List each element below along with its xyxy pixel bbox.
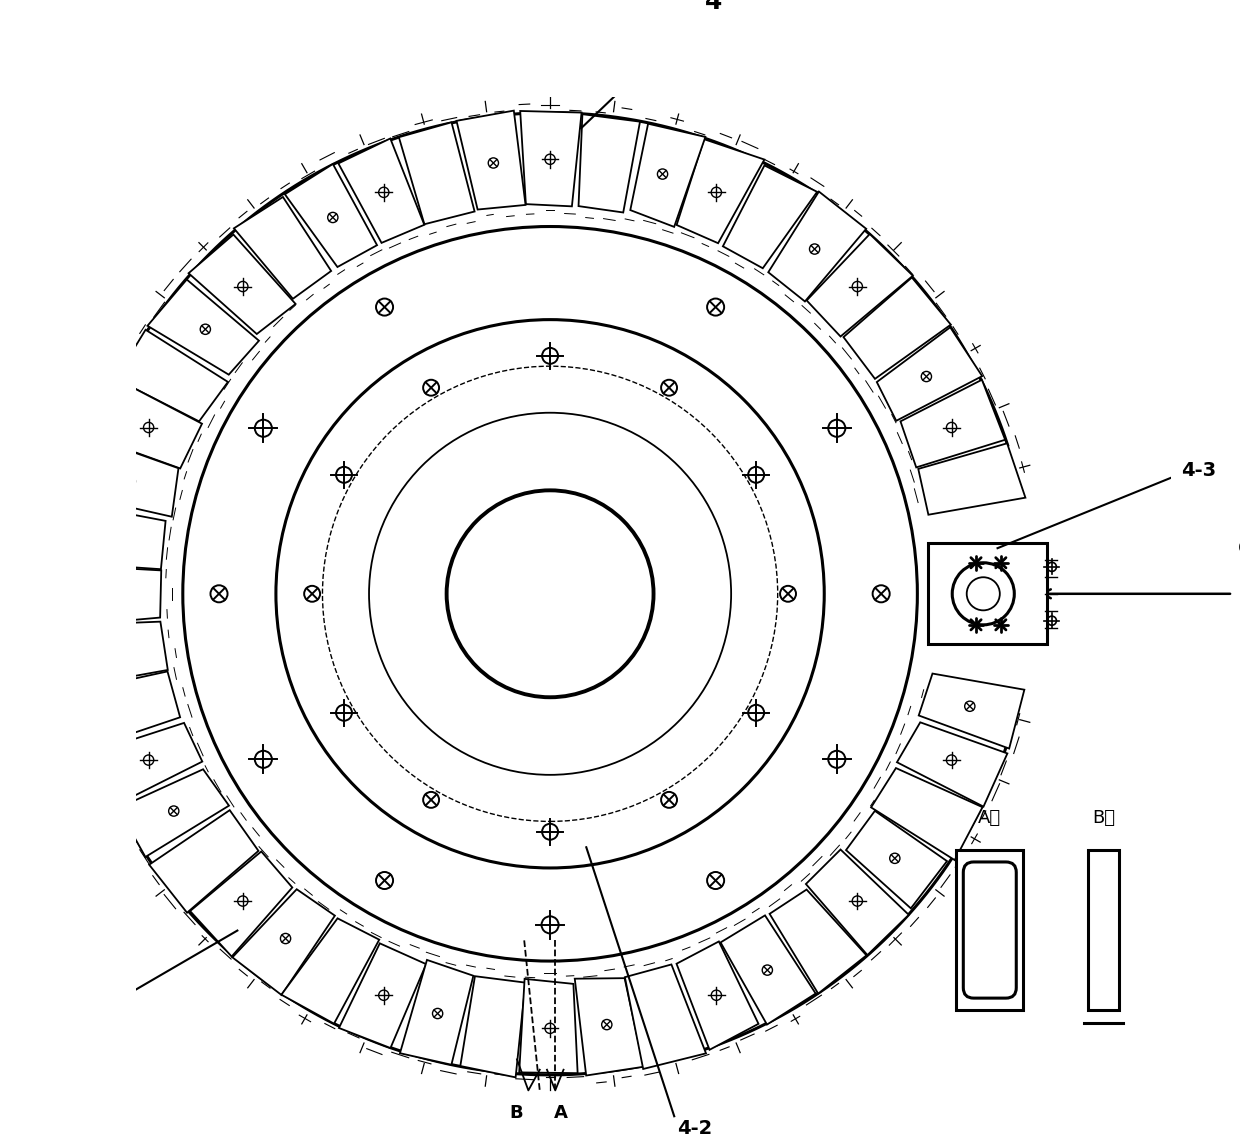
Polygon shape bbox=[630, 123, 706, 226]
Polygon shape bbox=[339, 943, 427, 1048]
Polygon shape bbox=[95, 722, 202, 804]
Polygon shape bbox=[900, 379, 1006, 467]
Polygon shape bbox=[78, 439, 179, 517]
Polygon shape bbox=[399, 122, 475, 224]
Polygon shape bbox=[843, 278, 951, 378]
Polygon shape bbox=[72, 622, 167, 687]
Polygon shape bbox=[677, 139, 764, 243]
Polygon shape bbox=[115, 330, 228, 422]
Polygon shape bbox=[69, 566, 161, 625]
Polygon shape bbox=[625, 965, 706, 1069]
Polygon shape bbox=[846, 810, 947, 909]
Bar bbox=[956, 850, 1023, 1010]
Polygon shape bbox=[769, 192, 867, 302]
Polygon shape bbox=[677, 942, 759, 1049]
Polygon shape bbox=[897, 722, 1007, 807]
Polygon shape bbox=[401, 960, 474, 1065]
Polygon shape bbox=[919, 443, 1025, 514]
Polygon shape bbox=[877, 327, 982, 421]
Polygon shape bbox=[232, 889, 335, 996]
Text: A向: A向 bbox=[978, 809, 1002, 828]
Polygon shape bbox=[190, 852, 293, 957]
Polygon shape bbox=[579, 114, 640, 213]
Polygon shape bbox=[188, 234, 295, 334]
Polygon shape bbox=[807, 234, 913, 336]
Polygon shape bbox=[720, 916, 816, 1024]
Polygon shape bbox=[770, 889, 867, 993]
Text: 4-1: 4-1 bbox=[0, 1070, 1, 1089]
Polygon shape bbox=[285, 163, 377, 267]
Polygon shape bbox=[234, 197, 331, 298]
Text: 4-2: 4-2 bbox=[677, 1119, 713, 1138]
Bar bbox=[1087, 850, 1120, 1010]
Bar bbox=[928, 543, 1047, 645]
Polygon shape bbox=[339, 138, 424, 242]
Text: C向: C向 bbox=[1238, 538, 1240, 558]
Text: A: A bbox=[553, 1104, 568, 1121]
Text: B: B bbox=[510, 1104, 523, 1121]
Polygon shape bbox=[575, 978, 644, 1076]
Text: 4-3: 4-3 bbox=[1182, 461, 1216, 480]
Polygon shape bbox=[71, 504, 166, 569]
Polygon shape bbox=[148, 280, 259, 375]
Polygon shape bbox=[149, 810, 258, 913]
Polygon shape bbox=[456, 111, 526, 209]
Polygon shape bbox=[870, 768, 982, 860]
Polygon shape bbox=[460, 976, 526, 1078]
Polygon shape bbox=[919, 673, 1024, 749]
Polygon shape bbox=[520, 978, 578, 1073]
Polygon shape bbox=[281, 918, 379, 1024]
Polygon shape bbox=[81, 671, 180, 746]
Polygon shape bbox=[806, 849, 909, 956]
Text: B向: B向 bbox=[1092, 809, 1115, 828]
Polygon shape bbox=[97, 379, 202, 469]
Text: 4: 4 bbox=[706, 0, 723, 15]
Polygon shape bbox=[521, 111, 582, 207]
Polygon shape bbox=[723, 166, 817, 269]
Polygon shape bbox=[118, 769, 229, 857]
